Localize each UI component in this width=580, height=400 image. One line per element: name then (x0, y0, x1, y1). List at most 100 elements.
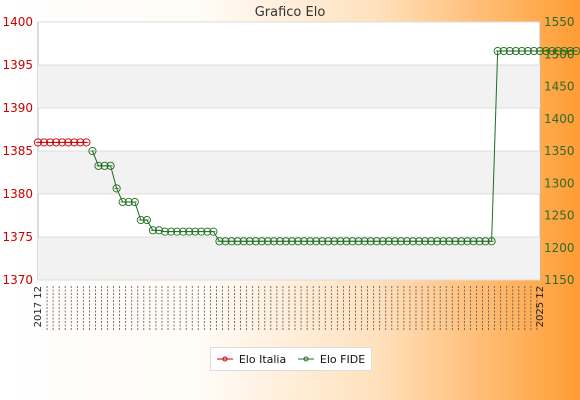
y-right-tick-label: 1400 (544, 112, 575, 126)
data-point (300, 237, 309, 246)
data-point (427, 237, 436, 246)
data-point (336, 237, 345, 246)
data-point (469, 237, 478, 246)
data-point (39, 138, 49, 147)
data-point (167, 227, 176, 236)
data-point (179, 227, 188, 236)
data-point (481, 237, 490, 246)
data-point (239, 237, 248, 246)
data-point (566, 46, 575, 56)
data-point (52, 138, 61, 147)
data-point (390, 237, 399, 246)
data-point (154, 226, 164, 235)
data-point (475, 237, 484, 246)
data-point (197, 227, 206, 236)
data-point (451, 237, 460, 246)
data-point (523, 46, 532, 56)
x-tick-label: 2025 12 (535, 286, 546, 327)
chart-title: Grafico Elo (255, 5, 326, 20)
data-point (245, 237, 254, 246)
data-point (215, 237, 224, 246)
data-point (439, 237, 448, 246)
data-point (281, 237, 291, 246)
data-point (548, 46, 557, 56)
data-point (330, 237, 339, 246)
y-left-tick-label: 1385 (2, 144, 33, 158)
legend-label-elo-fide: Elo FIDE (319, 352, 366, 366)
data-point (360, 237, 369, 246)
y-right-tick-label: 1200 (544, 241, 575, 255)
data-point (517, 46, 526, 56)
data-point (124, 197, 133, 207)
data-point (275, 237, 284, 246)
y-left-tick-label: 1395 (2, 58, 33, 72)
y-right-tick-label: 1550 (544, 15, 575, 29)
data-point (58, 138, 67, 147)
y-right-tick-label: 1250 (544, 209, 575, 223)
data-point (46, 138, 55, 147)
chart-legend: Elo Italia Elo FIDE (210, 347, 372, 371)
data-point (160, 227, 170, 236)
data-point (414, 237, 424, 246)
data-point (70, 138, 79, 147)
data-point (106, 161, 115, 170)
data-point (263, 237, 272, 246)
y-left-tick-label: 1370 (2, 273, 33, 287)
legend-label-elo-italia: Elo Italia (238, 352, 287, 366)
data-point (396, 237, 405, 246)
y-right-tick-label: 1150 (544, 273, 575, 287)
data-point (64, 138, 73, 147)
data-point (142, 215, 151, 225)
data-point (402, 237, 411, 246)
legend-swatch-fide-icon (297, 356, 314, 362)
data-point (366, 237, 375, 246)
data-point (233, 237, 242, 246)
plot-band (38, 151, 540, 194)
data-point (112, 184, 121, 193)
data-point (82, 138, 91, 147)
data-point (100, 161, 109, 170)
data-point (348, 237, 357, 246)
data-point (88, 146, 97, 156)
data-point (191, 227, 200, 236)
y-left-tick-label: 1380 (2, 187, 33, 201)
x-tick-label: 2017 12 (33, 286, 44, 327)
data-point (203, 227, 212, 236)
data-point (372, 237, 381, 246)
data-point (535, 46, 545, 56)
data-point (463, 237, 472, 246)
data-point (324, 237, 333, 246)
data-point (185, 227, 194, 236)
data-point (221, 237, 230, 246)
data-point (118, 197, 127, 207)
data-point (408, 237, 418, 246)
y-left-tick-label: 1400 (2, 15, 33, 29)
data-point (148, 226, 157, 235)
data-point (421, 237, 430, 246)
data-point (499, 46, 508, 56)
data-point (306, 237, 315, 246)
data-point (130, 197, 139, 207)
y-right-tick-label: 1300 (544, 176, 575, 190)
data-point (457, 237, 466, 246)
data-point (505, 46, 514, 56)
y-right-tick-label: 1450 (544, 80, 575, 94)
data-point (487, 237, 496, 246)
data-point (511, 46, 520, 56)
data-point (318, 237, 327, 246)
plot-band (38, 65, 540, 108)
y-right-tick-label: 1350 (544, 144, 575, 158)
data-point (257, 237, 266, 246)
data-point (560, 46, 569, 56)
y-left-tick-label: 1390 (2, 101, 33, 115)
data-point (94, 161, 103, 170)
data-point (384, 237, 393, 246)
data-point (251, 237, 260, 246)
data-point (227, 237, 236, 246)
data-point (312, 237, 321, 246)
plot-band (38, 237, 540, 280)
data-point (33, 138, 43, 147)
data-point (445, 237, 454, 246)
legend-swatch-italia-icon (216, 356, 233, 362)
